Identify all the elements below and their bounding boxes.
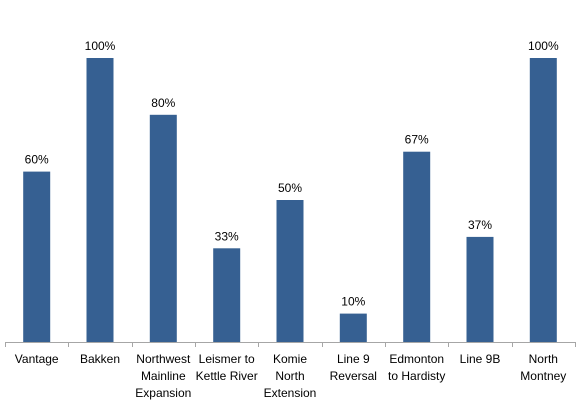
data-label: 67%	[405, 133, 429, 147]
category-label-line: Reversal	[330, 369, 377, 383]
bars-group	[23, 58, 557, 342]
category-label-line: Line 9	[337, 352, 370, 366]
value-labels-group: 60% 100% 80% 33% 50% 10% 67% 37% 100%	[25, 39, 559, 309]
bar	[23, 171, 51, 342]
bar	[339, 313, 367, 342]
category-label-line: Kettle River	[196, 369, 258, 383]
bar	[213, 248, 241, 342]
category-label-line: Northwest	[136, 352, 191, 366]
category-label: North Montney	[520, 352, 566, 383]
bar	[86, 58, 114, 342]
category-label-line: Vantage	[15, 352, 59, 366]
bar	[529, 58, 557, 342]
category-label: Komie North Extension	[264, 352, 317, 400]
data-label: 60%	[25, 153, 49, 167]
data-label: 80%	[151, 96, 175, 110]
category-label-line: Leismer to	[199, 352, 255, 366]
data-label: 37%	[468, 218, 492, 232]
category-label: Line 9B	[460, 352, 501, 366]
category-label-line: Mainline	[141, 369, 186, 383]
data-label: 100%	[528, 39, 559, 53]
category-label: Northwest Mainline Expansion	[135, 352, 191, 400]
category-label: Leismer to Kettle River	[196, 352, 258, 383]
category-label: Vantage	[15, 352, 59, 366]
category-label-line: North	[275, 369, 304, 383]
category-label-line: Montney	[520, 369, 566, 383]
category-label-line: Line 9B	[460, 352, 501, 366]
bar	[276, 200, 304, 342]
data-label: 100%	[85, 39, 116, 53]
category-label-line: North	[529, 352, 558, 366]
category-labels-group: Vantage Bakken Northwest Mainline Expansion L…	[15, 352, 567, 400]
category-label: Edmonton to Hardisty	[388, 352, 445, 383]
category-label-line: Komie	[273, 352, 307, 366]
data-label: 10%	[341, 295, 365, 309]
data-label: 50%	[278, 181, 302, 195]
tick-marks-group	[5, 342, 576, 347]
data-label: 33%	[215, 229, 239, 243]
category-label: Bakken	[80, 352, 120, 366]
category-label-line: Edmonton	[389, 352, 444, 366]
category-label-line: Expansion	[135, 386, 191, 400]
category-label-line: Bakken	[80, 352, 120, 366]
category-label-line: to Hardisty	[388, 369, 445, 383]
category-label: Line 9 Reversal	[330, 352, 377, 383]
bar	[403, 151, 431, 342]
bar	[466, 236, 494, 342]
bar	[149, 114, 177, 342]
category-label-line: Extension	[264, 386, 317, 400]
